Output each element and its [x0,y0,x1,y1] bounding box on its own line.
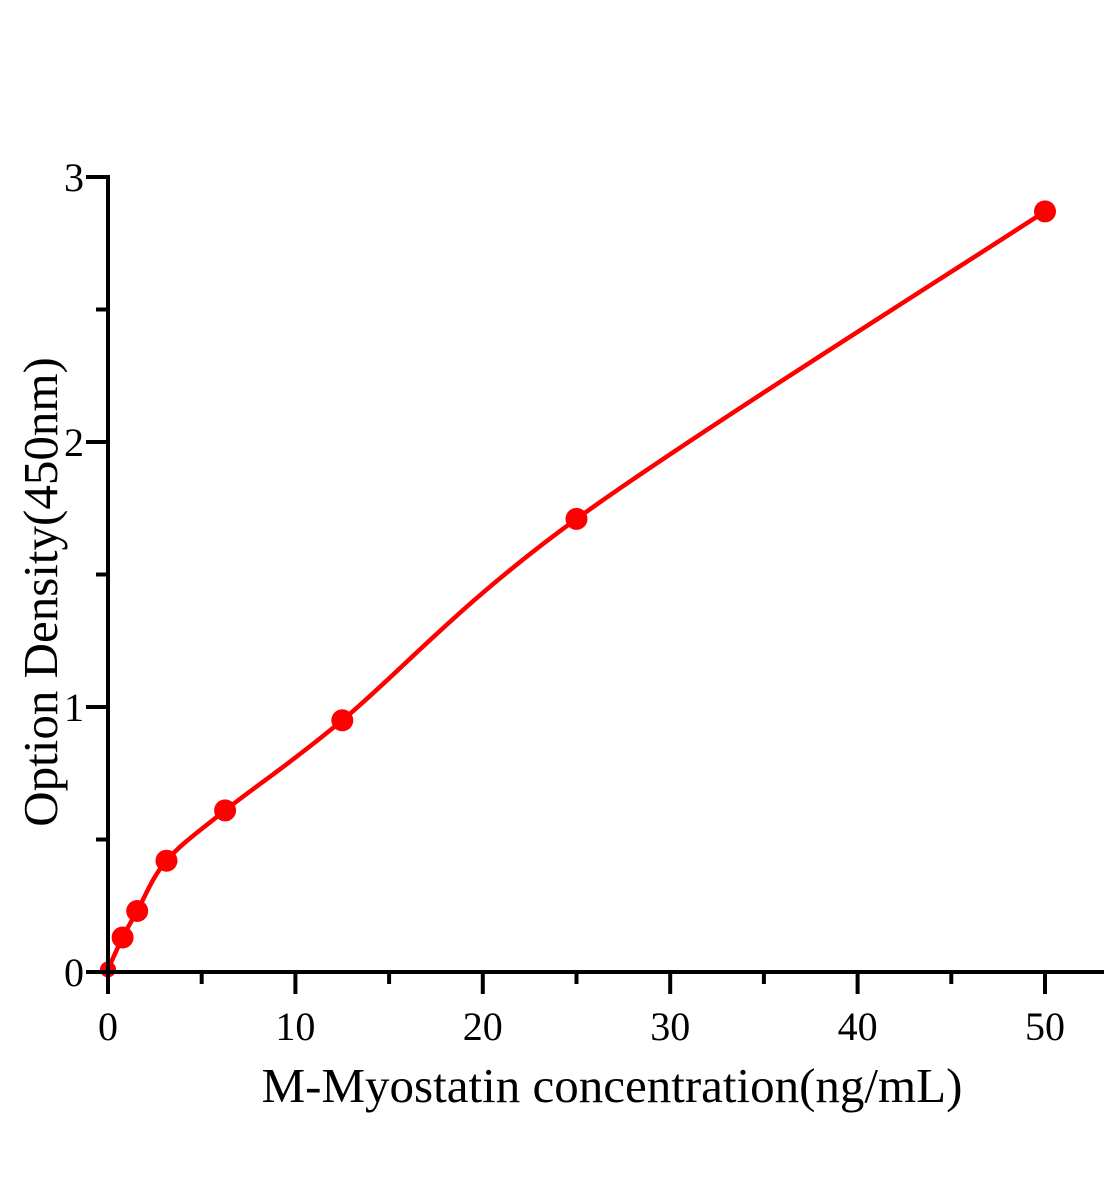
x-axis-title: M-Myostatin concentration(ng/mL) [261,1058,963,1113]
x-tick-label: 20 [463,1004,503,1049]
y-tick-label: 2 [64,420,84,465]
y-tick-label: 0 [64,950,84,995]
data-point [126,900,149,922]
data-point [331,709,354,732]
data-point [214,799,237,822]
data-point [1034,200,1056,223]
x-tick-label: 40 [838,1004,878,1049]
y-tick-label: 3 [64,155,84,200]
x-tick-label: 30 [650,1004,690,1049]
x-tick-label: 50 [1025,1004,1065,1049]
data-point [155,849,178,872]
y-tick-label: 1 [64,685,84,730]
y-axis-title: Option Density(450nm) [12,357,68,827]
data-point [111,926,134,949]
data-point [565,507,588,530]
x-tick-label: 10 [275,1004,315,1049]
fit-curve [105,209,1048,972]
x-tick-label: 0 [98,1004,118,1049]
